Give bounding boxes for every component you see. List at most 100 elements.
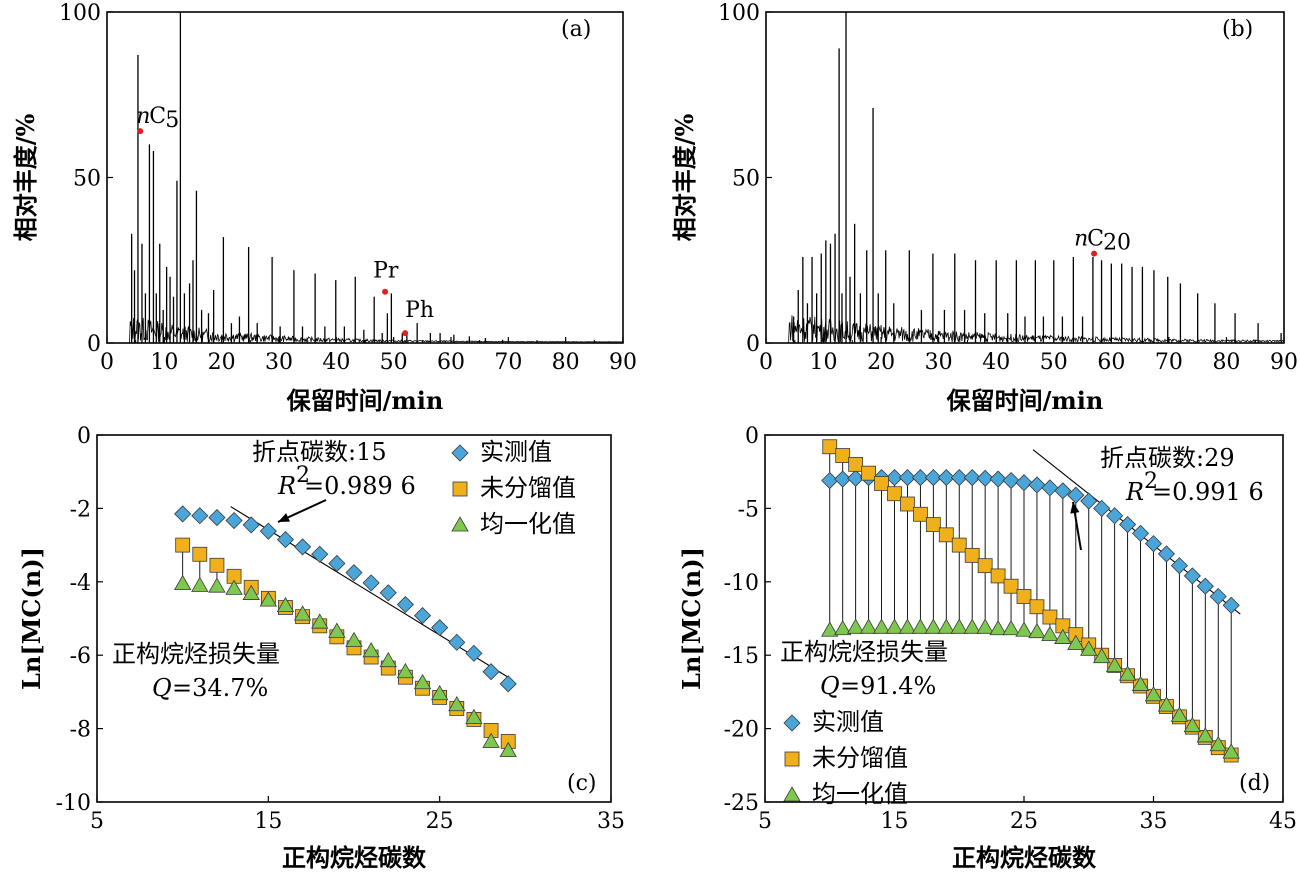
y-tick-label: -10 xyxy=(724,571,759,596)
x-tick-label: 35 xyxy=(597,809,625,834)
data-point-homogenized xyxy=(1041,625,1059,642)
y-axis-title: 相对丰度/% xyxy=(670,114,699,242)
data-point-homogenized xyxy=(396,662,415,679)
data-point-homogenized xyxy=(1144,686,1163,702)
legend-label: 均一化值 xyxy=(812,780,908,808)
data-point-measured xyxy=(911,469,929,487)
data-point-homogenized xyxy=(963,618,981,634)
data-point-measured xyxy=(482,663,500,681)
data-point-measured xyxy=(963,469,981,487)
x-tick-label: 20 xyxy=(208,350,236,375)
data-point-homogenized xyxy=(1222,743,1240,759)
y-axis-title: Ln[MC(n)] xyxy=(17,547,46,690)
data-point-measured xyxy=(1196,577,1214,595)
loss-symbol: Q xyxy=(820,672,840,700)
data-point-measured xyxy=(1015,474,1033,492)
data-point-homogenized xyxy=(242,584,260,600)
data-point-homogenized xyxy=(413,673,432,690)
data-point-homogenized xyxy=(208,577,226,593)
data-point-measured xyxy=(431,619,449,637)
data-point-measured xyxy=(413,606,432,625)
data-point-homogenized xyxy=(1080,640,1098,656)
data-point-homogenized xyxy=(191,576,209,592)
r-squared-value: =0.991 6 xyxy=(1152,478,1264,506)
regression-line xyxy=(230,506,509,678)
x-axis-title: 保留时间/min xyxy=(946,386,1104,415)
data-point-unfractionated xyxy=(192,546,208,562)
data-point-homogenized xyxy=(783,786,801,802)
y-tick-label: 100 xyxy=(718,1,760,26)
x-tick-label: 15 xyxy=(881,809,909,834)
y-tick-label: -25 xyxy=(724,791,759,816)
data-point-homogenized xyxy=(1183,716,1202,733)
loss-symbol: Q xyxy=(152,674,172,702)
data-point-measured xyxy=(225,511,243,530)
y-tick-label: -8 xyxy=(70,718,91,743)
data-point-homogenized xyxy=(379,651,397,668)
data-point-homogenized xyxy=(989,619,1007,636)
data-point-measured xyxy=(1144,535,1163,553)
x-tick-label: 40 xyxy=(982,350,1010,375)
x-tick-label: 90 xyxy=(1270,350,1298,375)
plot-frame xyxy=(96,434,612,803)
data-point-measured xyxy=(448,633,466,651)
data-point-measured xyxy=(1119,515,1137,534)
x-tick-label: 10 xyxy=(810,350,838,375)
panel-label: (b) xyxy=(1222,17,1253,42)
peak-marker xyxy=(1091,250,1098,257)
data-point-unfractionated xyxy=(925,517,941,532)
arrow-head xyxy=(278,513,290,522)
data-point-homogenized xyxy=(885,618,904,634)
data-point-homogenized xyxy=(328,622,346,638)
y-tick-label: -10 xyxy=(56,791,91,816)
legend-label: 实测值 xyxy=(812,708,884,736)
data-point-unfractionated xyxy=(452,481,468,497)
x-tick-label: 0 xyxy=(759,350,773,375)
data-point-homogenized xyxy=(911,618,930,634)
data-point-measured xyxy=(950,469,968,487)
data-point-unfractionated xyxy=(861,465,876,481)
data-point-measured xyxy=(259,522,277,540)
y-tick-label: 50 xyxy=(73,167,101,192)
baseline-noise xyxy=(128,317,623,344)
data-point-homogenized xyxy=(1054,628,1072,644)
y-tick-label: 0 xyxy=(87,332,101,357)
data-point-measured xyxy=(924,469,942,487)
data-point-homogenized xyxy=(898,618,917,634)
data-point-measured xyxy=(898,469,917,487)
data-point-measured xyxy=(1106,507,1124,525)
panel-label: (a) xyxy=(561,17,591,42)
panel-label: (c) xyxy=(567,771,597,796)
data-point-homogenized xyxy=(1015,621,1033,637)
data-point-homogenized xyxy=(482,732,500,748)
y-tick-label: 100 xyxy=(59,1,101,26)
y-tick-label: -4 xyxy=(70,571,91,596)
data-point-measured xyxy=(976,469,994,487)
data-point-measured xyxy=(821,471,839,490)
arrow-head xyxy=(1070,502,1080,514)
data-point-measured xyxy=(1002,471,1020,490)
r-squared-exponent: 2 xyxy=(296,463,310,488)
data-point-measured xyxy=(311,545,329,563)
data-point-homogenized xyxy=(465,708,483,724)
data-point-unfractionated xyxy=(938,527,954,543)
y-axis-title: Ln[MC(n)] xyxy=(677,547,706,690)
data-point-measured xyxy=(885,469,904,487)
data-point-homogenized xyxy=(1118,665,1137,681)
data-point-homogenized xyxy=(1170,706,1189,722)
data-point-homogenized xyxy=(859,618,878,634)
x-tick-label: 45 xyxy=(1269,809,1297,834)
y-tick-label: 0 xyxy=(746,332,760,357)
x-tick-label: 90 xyxy=(609,350,637,375)
breakpoint-label: 折点碳数:15 xyxy=(252,438,387,466)
data-point-measured xyxy=(242,516,260,534)
data-point-unfractionated xyxy=(848,456,864,472)
x-axis-title: 正构烷烃碳数 xyxy=(952,843,1097,872)
x-tick-label: 80 xyxy=(1212,350,1240,375)
data-point-homogenized xyxy=(937,618,955,634)
data-point-homogenized xyxy=(976,618,994,634)
data-point-unfractionated xyxy=(913,506,928,522)
